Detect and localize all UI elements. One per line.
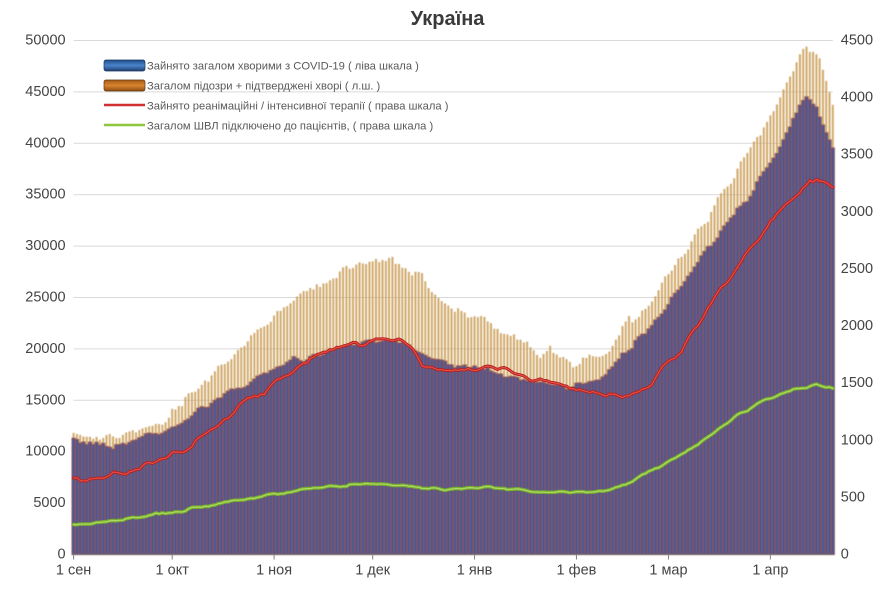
svg-text:5000: 5000 (33, 495, 65, 511)
svg-text:4000: 4000 (841, 90, 873, 106)
svg-text:1500: 1500 (841, 375, 873, 391)
svg-text:Загалом ШВЛ підключено до пац: Загалом ШВЛ підключено до пацієнтів, ( п… (147, 121, 433, 133)
svg-text:0: 0 (58, 547, 66, 563)
svg-text:0: 0 (841, 547, 849, 563)
svg-text:1 дек: 1 дек (355, 563, 391, 579)
svg-text:4500: 4500 (841, 33, 873, 49)
svg-text:15000: 15000 (25, 392, 65, 408)
svg-text:Зайнято реанімаційні / інтенси: Зайнято реанімаційні / інтенсивної терап… (147, 101, 449, 113)
svg-text:45000: 45000 (25, 84, 65, 100)
svg-text:Зайнято загалом хворими з COVI: Зайнято загалом хворими з COVID-19 ( лів… (147, 61, 419, 73)
svg-text:1 мар: 1 мар (649, 563, 687, 579)
svg-text:20000: 20000 (25, 341, 65, 357)
svg-text:1 янв: 1 янв (457, 563, 493, 579)
svg-text:40000: 40000 (25, 135, 65, 151)
svg-text:10000: 10000 (25, 444, 65, 460)
svg-text:1 сен: 1 сен (56, 563, 91, 579)
svg-text:Загалом підозри + підтверджені: Загалом підозри + підтверджені хворі ( л… (147, 81, 381, 93)
svg-text:1000: 1000 (841, 432, 873, 448)
svg-text:2000: 2000 (841, 318, 873, 334)
svg-text:30000: 30000 (25, 238, 65, 254)
svg-text:1 окт: 1 окт (156, 563, 190, 579)
svg-text:35000: 35000 (25, 187, 65, 203)
svg-text:1 ноя: 1 ноя (256, 563, 292, 579)
svg-text:50000: 50000 (25, 33, 65, 49)
svg-text:2500: 2500 (841, 261, 873, 277)
svg-text:1 фев: 1 фев (557, 563, 597, 579)
svg-text:3000: 3000 (841, 204, 873, 220)
svg-text:500: 500 (841, 489, 865, 505)
svg-text:1 апр: 1 апр (752, 563, 788, 579)
svg-text:3500: 3500 (841, 147, 873, 163)
svg-text:25000: 25000 (25, 290, 65, 306)
